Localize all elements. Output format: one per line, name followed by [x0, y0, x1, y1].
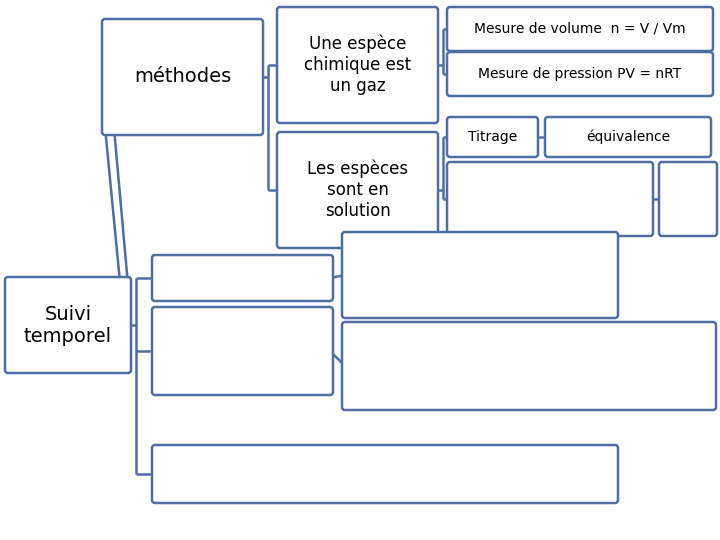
Text: méthodes: méthodes — [134, 68, 231, 86]
FancyBboxPatch shape — [5, 277, 131, 373]
FancyBboxPatch shape — [152, 445, 618, 503]
Text: Mesure de volume  n = V / Vm: Mesure de volume n = V / Vm — [474, 22, 686, 36]
FancyBboxPatch shape — [447, 52, 713, 96]
FancyBboxPatch shape — [277, 7, 438, 123]
FancyBboxPatch shape — [447, 162, 653, 236]
FancyBboxPatch shape — [102, 19, 263, 135]
FancyBboxPatch shape — [152, 255, 333, 301]
Text: équivalence: équivalence — [586, 130, 670, 144]
FancyBboxPatch shape — [447, 117, 538, 157]
FancyBboxPatch shape — [342, 322, 716, 410]
Text: Suivi
temporel: Suivi temporel — [24, 305, 112, 346]
FancyBboxPatch shape — [152, 307, 333, 395]
FancyBboxPatch shape — [659, 162, 717, 236]
Text: Les espèces
sont en
solution: Les espèces sont en solution — [307, 160, 408, 220]
FancyBboxPatch shape — [447, 7, 713, 51]
Text: Une espèce
chimique est
un gaz: Une espèce chimique est un gaz — [304, 35, 411, 95]
FancyBboxPatch shape — [277, 132, 438, 248]
Text: Mesure de pression PV = nRT: Mesure de pression PV = nRT — [478, 67, 682, 81]
Text: Titrage: Titrage — [468, 130, 517, 144]
FancyBboxPatch shape — [545, 117, 711, 157]
FancyBboxPatch shape — [342, 232, 618, 318]
